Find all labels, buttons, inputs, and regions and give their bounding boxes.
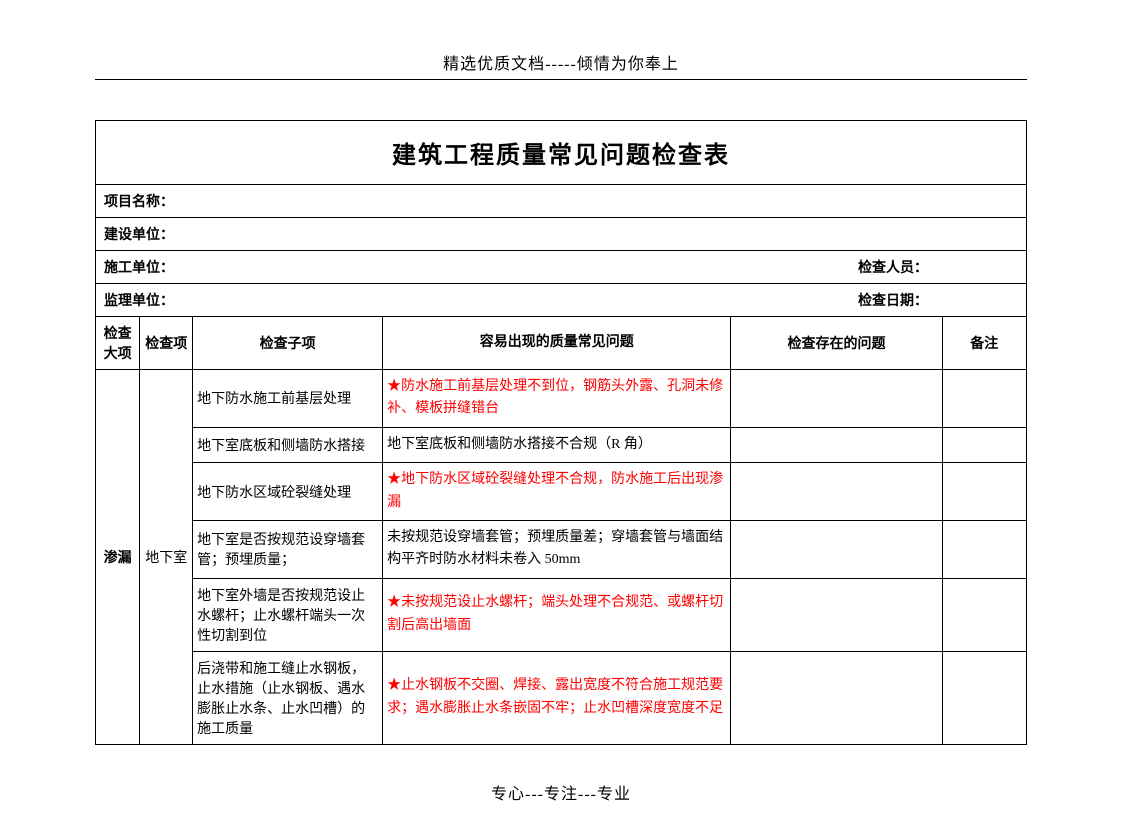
- remark-cell: [942, 520, 1026, 578]
- page-header: 精选优质文档-----倾情为你奉上: [95, 50, 1027, 74]
- document-page: 精选优质文档-----倾情为你奉上 建筑工程质量常见问题检查表 项目名称： 建设…: [0, 0, 1122, 834]
- found-cell: [731, 427, 942, 462]
- problem-cell: ★地下防水区域砼裂缝处理不合规，防水施工后出现渗漏: [383, 463, 731, 521]
- table-row: 地下室外墙是否按规范设止水螺杆；止水螺杆端头一次性切割到位 ★未按规范设止水螺杆…: [96, 578, 1027, 651]
- col-header-item: 检查项: [140, 317, 193, 370]
- info-row-project: 项目名称：: [96, 185, 1027, 218]
- found-cell: [731, 578, 942, 651]
- remark-cell: [942, 370, 1026, 428]
- check-item-cell: 地下室: [140, 370, 193, 745]
- col-header-major: 检查大项: [96, 317, 140, 370]
- subitem-cell: 地下室是否按规范设穿墙套管；预埋质量；: [193, 520, 383, 578]
- remark-cell: [942, 578, 1026, 651]
- problem-cell: 地下室底板和侧墙防水搭接不合规（R 角）: [383, 427, 731, 462]
- table-row: 后浇带和施工缝止水钢板，止水措施（止水钢板、遇水膨胀止水条、止水凹槽）的施工质量…: [96, 651, 1027, 744]
- table-row: 地下室底板和侧墙防水搭接 地下室底板和侧墙防水搭接不合规（R 角）: [96, 427, 1027, 462]
- builder-label: 建设单位：: [104, 224, 174, 244]
- col-header-remark: 备注: [942, 317, 1026, 370]
- found-cell: [731, 370, 942, 428]
- found-cell: [731, 520, 942, 578]
- remark-cell: [942, 427, 1026, 462]
- col-header-subitem: 检查子项: [193, 317, 383, 370]
- problem-cell: 未按规范设穿墙套管；预埋质量差；穿墙套管与墙面结构平齐时防水材料未卷入 50mm: [383, 520, 731, 578]
- table-row: 渗漏 地下室 地下防水施工前基层处理 ★防水施工前基层处理不到位，钢筋头外露、孔…: [96, 370, 1027, 428]
- col-header-found: 检查存在的问题: [731, 317, 942, 370]
- col-header-problem: 容易出现的质量常见问题: [383, 317, 731, 370]
- found-cell: [731, 463, 942, 521]
- problem-cell: ★防水施工前基层处理不到位，钢筋头外露、孔洞未修补、模板拼缝错台: [383, 370, 731, 428]
- info-row-supervisor: 监理单位： 检查日期：: [96, 284, 1027, 317]
- subitem-cell: 地下室外墙是否按规范设止水螺杆；止水螺杆端头一次性切割到位: [193, 578, 383, 651]
- contractor-label: 施工单位：: [104, 257, 174, 277]
- subitem-cell: 地下防水区域砼裂缝处理: [193, 463, 383, 521]
- found-cell: [731, 651, 942, 744]
- subitem-cell: 地下室底板和侧墙防水搭接: [193, 427, 383, 462]
- remark-cell: [942, 651, 1026, 744]
- inspection-table: 建筑工程质量常见问题检查表 项目名称： 建设单位： 施工单位： 检查人员： 监理…: [95, 120, 1027, 745]
- title-row: 建筑工程质量常见问题检查表: [96, 121, 1027, 185]
- table-row: 地下室是否按规范设穿墙套管；预埋质量； 未按规范设穿墙套管；预埋质量差；穿墙套管…: [96, 520, 1027, 578]
- page-footer: 专心---专注---专业: [95, 780, 1027, 804]
- supervisor-label: 监理单位：: [104, 290, 174, 310]
- info-row-builder: 建设单位：: [96, 218, 1027, 251]
- remark-cell: [942, 463, 1026, 521]
- info-row-contractor: 施工单位： 检查人员：: [96, 251, 1027, 284]
- subitem-cell: 后浇带和施工缝止水钢板，止水措施（止水钢板、遇水膨胀止水条、止水凹槽）的施工质量: [193, 651, 383, 744]
- column-header-row: 检查大项 检查项 检查子项 容易出现的质量常见问题 检查存在的问题 备注: [96, 317, 1027, 370]
- date-label: 检查日期：: [858, 290, 928, 310]
- header-divider: [95, 79, 1027, 80]
- major-category-cell: 渗漏: [96, 370, 140, 745]
- project-label: 项目名称：: [104, 191, 174, 211]
- problem-cell: ★止水钢板不交圈、焊接、露出宽度不符合施工规范要求；遇水膨胀止水条嵌固不牢；止水…: [383, 651, 731, 744]
- table-title: 建筑工程质量常见问题检查表: [96, 121, 1027, 185]
- table-row: 地下防水区域砼裂缝处理 ★地下防水区域砼裂缝处理不合规，防水施工后出现渗漏: [96, 463, 1027, 521]
- subitem-cell: 地下防水施工前基层处理: [193, 370, 383, 428]
- inspector-label: 检查人员：: [858, 257, 928, 277]
- problem-cell: ★未按规范设止水螺杆；端头处理不合规范、或螺杆切割后高出墙面: [383, 578, 731, 651]
